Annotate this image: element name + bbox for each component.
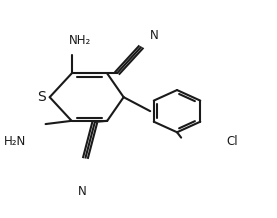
Text: N: N [78,185,87,198]
Text: Cl: Cl [226,135,238,148]
Text: N: N [150,29,158,42]
Text: NH₂: NH₂ [69,34,91,47]
Text: S: S [37,90,46,104]
Text: H₂N: H₂N [4,135,27,148]
